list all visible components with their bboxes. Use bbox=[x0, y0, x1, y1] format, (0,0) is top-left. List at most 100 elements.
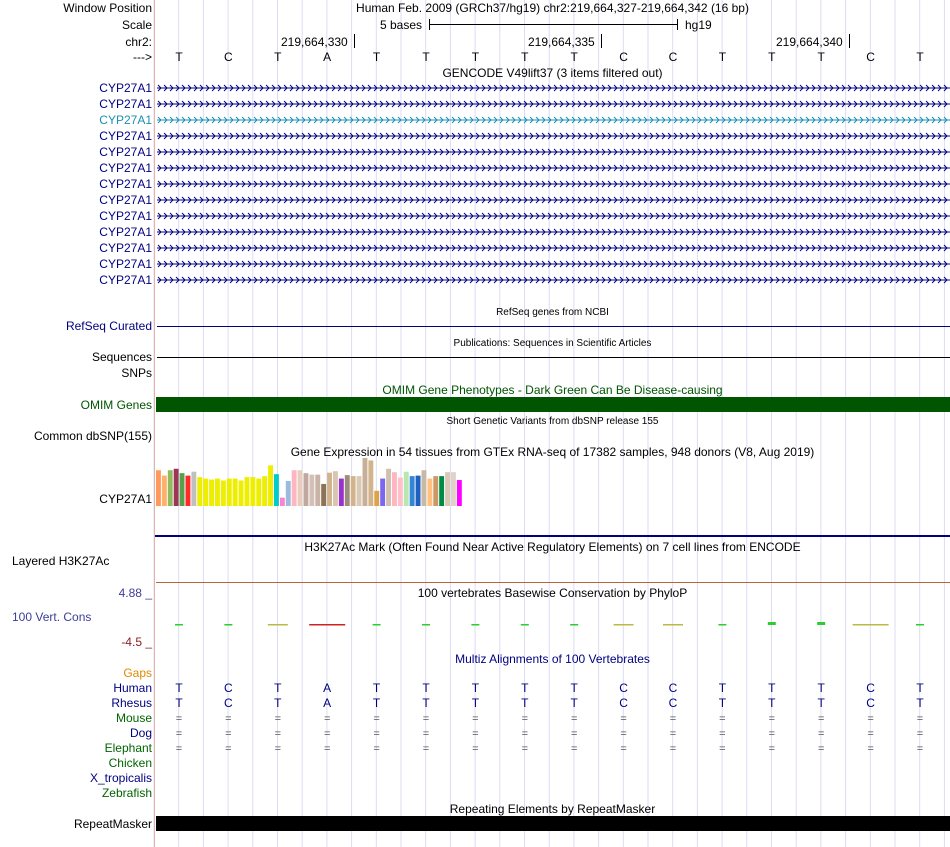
multiz-species-label[interactable]: Zebrafish bbox=[101, 786, 152, 800]
multiz-aligned-base: = bbox=[916, 743, 924, 755]
gencode-transcripts[interactable] bbox=[155, 80, 950, 304]
refseq-track-title[interactable]: RefSeq genes from NCBI bbox=[496, 307, 609, 318]
gencode-transcript-label[interactable]: CYP27A1 bbox=[99, 81, 152, 95]
sequence-base: T bbox=[422, 50, 430, 64]
multiz-aligned-base: T bbox=[817, 696, 825, 710]
multiz-aligned-base: = bbox=[521, 713, 529, 725]
position-tick-mark-3 bbox=[849, 34, 850, 48]
pubs-track-title[interactable]: Publications: Sequences in Scientific Ar… bbox=[453, 338, 652, 349]
rmsk-track-label[interactable]: RepeatMasker bbox=[73, 817, 152, 831]
gtex-track-title[interactable]: Gene Expression in 54 tissues from GTEx … bbox=[290, 445, 815, 459]
gencode-transcript-label[interactable]: CYP27A1 bbox=[99, 225, 152, 239]
gtex-tissue-bar bbox=[244, 477, 250, 506]
gencode-transcript-label[interactable]: CYP27A1 bbox=[99, 177, 152, 191]
refseq-gene-line[interactable] bbox=[157, 326, 950, 327]
gtex-expression-chart[interactable] bbox=[155, 458, 950, 538]
phylop-score-mark bbox=[916, 624, 924, 626]
multiz-species-label[interactable]: Mouse bbox=[115, 711, 152, 725]
gencode-transcript-label[interactable]: CYP27A1 bbox=[99, 113, 152, 127]
gtex-track-label[interactable]: CYP27A1 bbox=[99, 492, 152, 506]
position-tick-mark-2 bbox=[601, 34, 602, 48]
gencode-transcript-label[interactable]: CYP27A1 bbox=[99, 257, 152, 271]
gtex-tissue-bar bbox=[456, 480, 462, 506]
gencode-transcript-line bbox=[157, 228, 950, 236]
sequence-base: C bbox=[668, 50, 678, 64]
h3k27ac-track-title[interactable]: H3K27Ac Mark (Often Found Near Active Re… bbox=[304, 540, 801, 554]
multiz-aligned-base: = bbox=[472, 713, 479, 725]
phylop-score-mark bbox=[852, 624, 889, 626]
multiz-aligned-base: = bbox=[274, 728, 282, 740]
gencode-transcript-line bbox=[157, 260, 950, 268]
phylop-track-title[interactable]: 100 vertebrates Basewise Conservation by… bbox=[417, 586, 688, 600]
multiz-track-title[interactable]: Multiz Alignments of 100 Vertebrates bbox=[455, 652, 650, 666]
multiz-aligned-base: = bbox=[719, 743, 726, 755]
omim-track-label[interactable]: OMIM Genes bbox=[80, 398, 152, 412]
gtex-tissue-bar bbox=[397, 477, 403, 506]
phylop-score-mark bbox=[175, 624, 183, 626]
gencode-transcript-label[interactable]: CYP27A1 bbox=[99, 145, 152, 159]
phylop-conservation-plot[interactable] bbox=[155, 600, 950, 650]
dbsnp-track-label[interactable]: Common dbSNP(155) bbox=[33, 429, 152, 443]
gencode-transcript-line bbox=[157, 100, 950, 108]
h3k27ac-track-label[interactable]: Layered H3K27Ac bbox=[12, 554, 110, 568]
phylop-score-mark bbox=[520, 624, 529, 626]
gencode-track-title[interactable]: GENCODE V49lift37 (3 items filtered out) bbox=[442, 66, 663, 80]
gencode-transcript-line bbox=[157, 244, 950, 252]
gencode-transcript-label[interactable]: CYP27A1 bbox=[99, 129, 152, 143]
gtex-tissue-bar bbox=[268, 465, 273, 506]
position-tick-2: 219,664,335 bbox=[528, 35, 595, 49]
refseq-track-label[interactable]: RefSeq Curated bbox=[65, 319, 152, 333]
gtex-tissue-bar bbox=[256, 478, 262, 506]
strand-label: ---> bbox=[133, 50, 152, 64]
multiz-aligned-base: T bbox=[372, 696, 381, 710]
multiz-aligned-base: = bbox=[669, 743, 677, 755]
multiz-aligned-base: T bbox=[817, 681, 825, 695]
gencode-transcript-label[interactable]: CYP27A1 bbox=[99, 209, 152, 223]
multiz-species-label[interactable]: X_tropicalis bbox=[89, 771, 152, 785]
omim-gene-bar[interactable] bbox=[156, 397, 950, 412]
gtex-tissue-bar bbox=[333, 471, 338, 506]
multiz-species-label[interactable]: Rhesus bbox=[111, 696, 152, 710]
multiz-aligned-base: T bbox=[175, 696, 183, 710]
gtex-tissue-bar bbox=[203, 478, 209, 506]
multiz-aligned-base: = bbox=[175, 713, 183, 725]
dbsnp-track-title[interactable]: Short Genetic Variants from dbSNP releas… bbox=[446, 416, 659, 427]
multiz-aligned-base: = bbox=[175, 743, 183, 755]
gencode-transcript-line bbox=[157, 132, 950, 140]
gencode-transcript-label[interactable]: CYP27A1 bbox=[99, 273, 152, 287]
phylop-track-label[interactable]: 100 Vert. Cons bbox=[12, 610, 92, 624]
multiz-aligned-base: = bbox=[570, 728, 578, 740]
multiz-aligned-base: = bbox=[867, 743, 874, 755]
sequence-base: T bbox=[274, 50, 282, 64]
gtex-tissue-bar bbox=[433, 476, 439, 506]
multiz-aligned-base: = bbox=[323, 743, 331, 755]
sequence-base: T bbox=[817, 50, 825, 64]
gencode-transcript-label[interactable]: CYP27A1 bbox=[99, 161, 152, 175]
pubs-sequence-line[interactable] bbox=[157, 357, 950, 358]
gtex-tissue-bar bbox=[309, 474, 315, 506]
snps-track-label[interactable]: SNPs bbox=[121, 366, 152, 380]
omim-track-title[interactable]: OMIM Gene Phenotypes - Dark Green Can Be… bbox=[382, 383, 723, 397]
gencode-transcript-label[interactable]: CYP27A1 bbox=[99, 241, 152, 255]
gtex-tissue-bar bbox=[215, 478, 220, 506]
phylop-score-mark bbox=[471, 624, 480, 626]
multiz-species-label[interactable]: Chicken bbox=[108, 756, 152, 770]
multiz-aligned-base: C bbox=[619, 696, 628, 710]
scale-db-text: hg19 bbox=[685, 18, 712, 32]
multiz-species-label[interactable]: Elephant bbox=[104, 741, 152, 755]
pubs-track-label[interactable]: Sequences bbox=[91, 350, 152, 364]
multiz-species-label[interactable]: Human bbox=[113, 681, 152, 695]
multiz-species-label[interactable]: Dog bbox=[129, 726, 152, 740]
multiz-aligned-base: = bbox=[719, 728, 726, 740]
gtex-tissue-bar bbox=[274, 474, 279, 506]
gencode-transcript-label[interactable]: CYP27A1 bbox=[99, 193, 152, 207]
gencode-transcript-label[interactable]: CYP27A1 bbox=[99, 97, 152, 111]
gtex-tissue-bar bbox=[173, 468, 179, 506]
repeatmasker-element-bar[interactable] bbox=[156, 816, 950, 831]
multiz-aligned-base: C bbox=[224, 696, 233, 710]
multiz-aligned-base: T bbox=[471, 681, 480, 695]
multiz-aligned-base: = bbox=[669, 728, 677, 740]
multiz-aligned-base: = bbox=[323, 713, 331, 725]
rmsk-track-title[interactable]: Repeating Elements by RepeatMasker bbox=[449, 802, 656, 816]
gtex-tissue-bar bbox=[380, 478, 386, 506]
